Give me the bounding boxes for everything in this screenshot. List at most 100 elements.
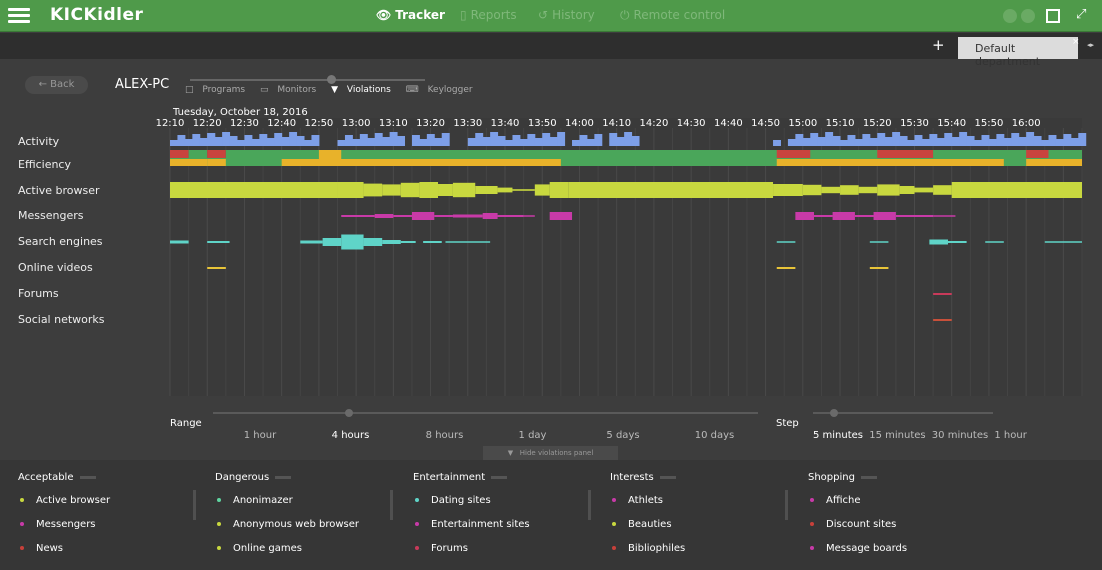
nav-reports[interactable]: ▯ Reports <box>460 8 517 22</box>
violation-item[interactable]: News <box>20 543 63 554</box>
violation-category-acceptable[interactable]: Acceptable <box>18 472 96 483</box>
range-option-8-hours[interactable]: 8 hours <box>425 430 464 441</box>
status-circle-icon[interactable] <box>1003 9 1017 23</box>
efficiency-segment <box>776 159 1004 166</box>
tab-scroll-arrows[interactable]: ◂▸ <box>1087 41 1095 49</box>
nav-history[interactable]: ↺ History <box>538 8 595 22</box>
hamburger-icon[interactable] <box>8 5 30 27</box>
activity-bar <box>266 138 275 146</box>
step-option-30-minutes[interactable]: 30 minutes <box>931 430 989 441</box>
tick-label: 16:00 <box>1012 118 1041 129</box>
column-scrollbar[interactable] <box>193 490 196 520</box>
violation-item[interactable]: Beauties <box>612 519 672 530</box>
violation-item[interactable]: Forums <box>415 543 468 554</box>
step-slider-knob[interactable] <box>830 409 838 417</box>
activity-bar <box>981 135 990 146</box>
column-scrollbar[interactable] <box>785 490 788 520</box>
range-option-5-days[interactable]: 5 days <box>606 430 640 441</box>
activity-bar <box>966 136 975 146</box>
violation-category-shopping[interactable]: Shopping <box>808 472 877 483</box>
activity-bar <box>1026 132 1035 146</box>
violation-category-interests[interactable]: Interests <box>610 472 676 483</box>
tick-label: 14:20 <box>640 118 669 129</box>
category-toggle[interactable] <box>275 475 292 479</box>
activity-bar <box>251 139 260 146</box>
violation-item-label: Dating sites <box>431 495 491 506</box>
column-scrollbar[interactable] <box>390 490 393 520</box>
status-circle-icon[interactable] <box>1021 9 1035 23</box>
activity-bar <box>475 133 484 146</box>
range-slider-track[interactable] <box>213 412 758 414</box>
activity-bar <box>259 134 268 146</box>
violation-item[interactable]: Dating sites <box>415 495 491 506</box>
step-option-5-minutes[interactable]: 5 minutes <box>813 430 864 441</box>
violation-item-label: Entertainment sites <box>431 519 530 530</box>
violation-item[interactable]: Affiche <box>810 495 861 506</box>
violation-category-dangerous[interactable]: Dangerous <box>215 472 292 483</box>
violation-item[interactable]: Message boards <box>810 543 907 554</box>
activity-bar <box>817 137 826 146</box>
browser-segment <box>877 184 900 196</box>
range-option-1-day[interactable]: 1 day <box>518 430 547 441</box>
violation-item[interactable]: Active browser <box>20 495 110 506</box>
history-icon: ↺ <box>538 8 549 22</box>
category-toggle[interactable] <box>491 475 508 479</box>
hide-violations-button[interactable]: ▼ Hide violations panel <box>483 446 618 460</box>
category-toggle[interactable] <box>659 475 676 479</box>
violation-item[interactable]: Athlets <box>612 495 663 506</box>
activity-bar <box>810 133 819 146</box>
view-slider-knob[interactable] <box>327 75 336 84</box>
back-button[interactable]: ← Back <box>25 76 88 94</box>
window-icon[interactable] <box>1046 9 1060 23</box>
activity-bar <box>374 133 383 146</box>
efficiency-segment <box>170 150 189 158</box>
violation-item[interactable]: Online games <box>217 543 302 554</box>
step-slider-track[interactable] <box>813 412 993 414</box>
activity-bar <box>296 136 305 146</box>
nav-remote-control[interactable]: ⏻ Remote control <box>620 8 725 23</box>
step-option-1-hour[interactable]: 1 hour <box>994 430 1027 441</box>
activity-bar <box>988 139 997 146</box>
violation-item-label: Anonymous web browser <box>233 519 360 530</box>
violation-item[interactable]: Anonimazer <box>217 495 293 506</box>
violation-item-label: News <box>36 543 64 554</box>
browser-segment <box>363 183 383 197</box>
tab-default-department[interactable]: Default department <box>958 37 1078 68</box>
chevron-down-icon: ▼ <box>507 449 514 457</box>
video-segment <box>869 267 889 269</box>
category-toggle[interactable] <box>860 475 877 479</box>
step-option-15-minutes[interactable]: 15 minutes <box>869 430 926 441</box>
activity-bar <box>1078 133 1087 146</box>
browser-segment <box>400 182 420 198</box>
range-slider-knob[interactable] <box>345 409 353 417</box>
messenger-segment <box>895 215 934 217</box>
violation-item[interactable]: Bibliophiles <box>612 543 685 554</box>
tab-violations[interactable]: ▼ Violations <box>331 85 397 95</box>
tab-monitors[interactable]: ▭ Monitors <box>260 85 322 95</box>
activity-bar <box>304 140 312 146</box>
close-icon[interactable]: × <box>1072 37 1080 47</box>
violation-item[interactable]: Entertainment sites <box>415 519 530 530</box>
range-option-1-hour[interactable]: 1 hour <box>243 430 277 441</box>
add-tab-button[interactable]: + <box>932 36 945 54</box>
tab-programs-label: Programs <box>202 85 246 95</box>
violation-category-entertainment[interactable]: Entertainment <box>413 472 508 483</box>
nav-tracker[interactable]: 👁 Tracker <box>376 8 445 22</box>
violation-item[interactable]: Messengers <box>20 519 96 530</box>
browser-segment <box>840 185 859 195</box>
column-scrollbar[interactable] <box>588 490 591 520</box>
color-dot-icon <box>612 546 616 550</box>
fullscreen-icon[interactable]: ⤢ <box>1076 7 1087 22</box>
tab-monitors-label: Monitors <box>277 85 317 95</box>
range-option-4-hours[interactable]: 4 hours <box>331 430 370 441</box>
view-slider-track[interactable] <box>190 79 425 81</box>
range-option-10-days[interactable]: 10 days <box>694 430 735 441</box>
violation-item[interactable]: Discount sites <box>810 519 896 530</box>
violation-item-label: Affiche <box>826 495 861 506</box>
category-toggle[interactable] <box>79 475 96 479</box>
tab-programs[interactable]: □ Programs <box>185 85 251 95</box>
violation-item[interactable]: Anonymous web browser <box>217 519 359 530</box>
tab-keylogger[interactable]: ⌨ Keylogger <box>406 85 479 95</box>
activity-bar <box>892 132 901 146</box>
